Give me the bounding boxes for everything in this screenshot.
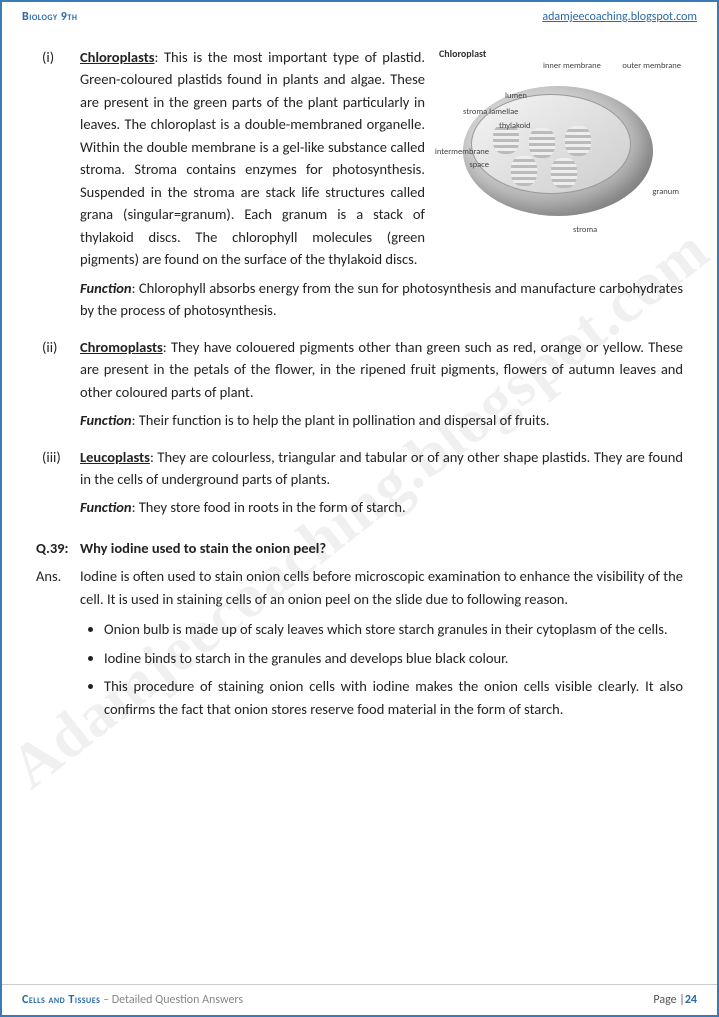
list-item: Iodine binds to starch in the granules a… [104, 647, 683, 669]
granum-stack [529, 128, 555, 158]
answer-body: Iodine is often used to stain onion cell… [80, 565, 683, 726]
term: Leucoplasts [80, 448, 150, 466]
item-number: (i) [36, 46, 80, 322]
answer-row: Ans. Iodine is often used to stain onion… [36, 565, 683, 726]
function-line: Function: Chlorophyll absorbs energy fro… [80, 277, 683, 322]
term: Chromoplasts [80, 338, 163, 356]
item-body: Leucoplasts: They are colourless, triang… [80, 446, 683, 519]
label-stroma-lamellae: stroma lamellae [463, 106, 518, 119]
function-text: : They store food in roots in the form o… [132, 498, 406, 516]
list-item: (i) Chloroplast inner membrane outer mem… [36, 46, 683, 322]
label-outer: outer membrane [622, 60, 681, 73]
chapter-sub: – Detailed Question Answers [100, 993, 243, 1007]
answer-label: Ans. [36, 565, 80, 726]
item-number: (iii) [36, 446, 80, 519]
footer-left: Cells and Tissues – Detailed Question An… [22, 993, 243, 1007]
content: (i) Chloroplast inner membrane outer mem… [2, 28, 717, 736]
label-lumen: lumen [505, 90, 527, 103]
list-item: (ii) Chromoplasts: They have colouered p… [36, 336, 683, 432]
footer-right: Page |24 [653, 993, 697, 1007]
granum-stack [511, 156, 537, 186]
header-left: Biology 9th [22, 10, 77, 24]
item-body: Chloroplast inner membrane outer membran… [80, 46, 683, 322]
list-item: Onion bulb is made up of scaly leaves wh… [104, 618, 683, 640]
granum-stack [565, 126, 591, 156]
label-inner: inner membrane [543, 60, 601, 73]
item-text: : This is the most important type of pla… [80, 48, 425, 268]
function-line: Function: Their function is to help the … [80, 409, 683, 431]
granum-stack [551, 158, 577, 188]
function-text: : Chlorophyll absorbs energy from the su… [80, 279, 683, 319]
label-ims: intermembrane space [429, 146, 489, 172]
label-stroma: stroma [573, 224, 597, 237]
label-granum: granum [652, 186, 679, 199]
item-text: : They have colouered pigments other tha… [80, 338, 683, 401]
page: Adamjeecoaching.blogspot.com Biology 9th… [0, 0, 719, 1017]
list-item: (iii) Leucoplasts: They are colourless, … [36, 446, 683, 519]
answer-list: Onion bulb is made up of scaly leaves wh… [80, 618, 683, 720]
item-text: : They are colourless, triangular and ta… [80, 448, 683, 488]
footer: Cells and Tissues – Detailed Question An… [2, 984, 717, 1015]
function-label: Function [80, 279, 132, 297]
answer-intro: Iodine is often used to stain onion cell… [80, 567, 683, 607]
chloroplast-figure: Chloroplast inner membrane outer membran… [433, 46, 683, 251]
label-thylakoid: thylakoid [499, 120, 531, 133]
function-label: Function [80, 498, 132, 516]
list-item: This procedure of staining onion cells w… [104, 675, 683, 720]
chapter-name: Cells and Tissues [22, 993, 100, 1007]
question-number: Q.39: [36, 537, 80, 559]
figure-title: Chloroplast [439, 46, 486, 62]
function-line: Function: They store food in roots in th… [80, 496, 683, 518]
header-right[interactable]: adamjeecoaching.blogspot.com [542, 10, 697, 24]
function-text: : Their function is to help the plant in… [132, 411, 550, 429]
item-number: (ii) [36, 336, 80, 432]
page-number: 24 [685, 993, 697, 1007]
page-label: Page | [653, 993, 684, 1007]
question-text: Why iodine used to stain the onion peel? [80, 537, 683, 559]
header: Biology 9th adamjeecoaching.blogspot.com [2, 2, 717, 28]
term: Chloroplasts [80, 48, 155, 66]
item-body: Chromoplasts: They have colouered pigmen… [80, 336, 683, 432]
function-label: Function [80, 411, 132, 429]
question-row: Q.39: Why iodine used to stain the onion… [36, 537, 683, 559]
